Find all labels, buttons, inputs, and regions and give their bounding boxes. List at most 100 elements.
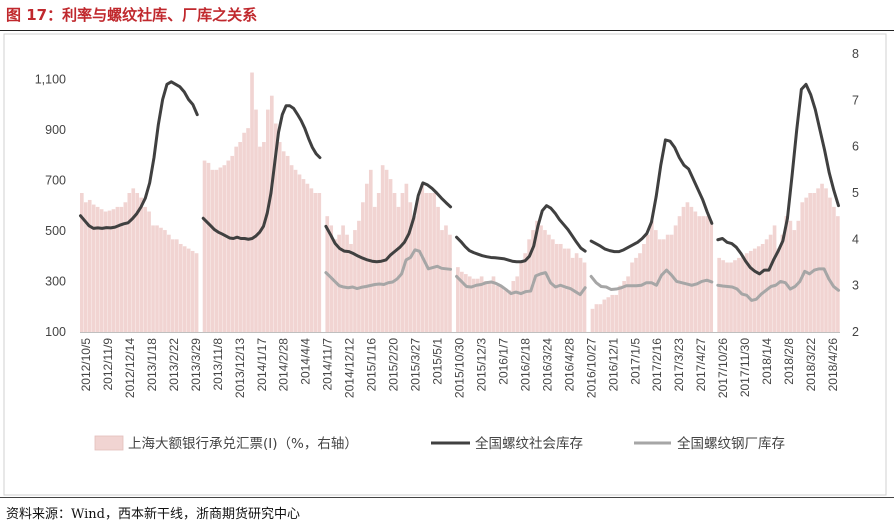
bar	[748, 250, 753, 332]
bar	[151, 225, 155, 332]
bar	[650, 220, 654, 332]
bar	[828, 197, 832, 332]
bar	[594, 304, 599, 332]
x-axis-tick: 2016/2/18	[518, 338, 532, 392]
x-axis-tick: 2014/11/7	[321, 338, 335, 391]
bar	[361, 202, 365, 332]
bar	[174, 239, 179, 332]
bar	[273, 123, 278, 332]
bar	[701, 216, 706, 332]
factory-inventory-line-3	[455, 271, 587, 297]
x-axis-tick: 2018/2/8	[782, 338, 796, 385]
bar	[543, 230, 547, 332]
bar	[155, 225, 159, 332]
source-rule	[0, 497, 894, 498]
bar	[784, 216, 789, 332]
bar	[392, 193, 397, 332]
bar	[281, 151, 286, 332]
x-axis-tick: 2018/3/22	[804, 338, 818, 392]
bar	[471, 278, 476, 332]
social-inventory-line-5	[716, 82, 840, 276]
right-axis-tick: 3	[852, 279, 859, 293]
bar	[167, 234, 171, 332]
bar	[341, 225, 345, 332]
bar	[800, 202, 805, 332]
bar	[190, 250, 195, 332]
social-inventory-line-2	[324, 181, 453, 264]
x-axis-tick: 2013/3/29	[189, 338, 203, 392]
bar	[590, 308, 595, 332]
source-note: 资料来源：Wind，西本新干线，浙商期货研究中心	[6, 507, 300, 522]
bar	[250, 72, 254, 332]
bar	[345, 234, 349, 332]
x-axis-tick: 2016/4/28	[562, 338, 576, 392]
bar	[80, 193, 84, 332]
x-axis-tick: 2013/11/8	[211, 338, 225, 391]
left-axis-tick: 700	[45, 173, 66, 187]
bar	[139, 197, 143, 332]
bar	[365, 183, 369, 332]
bar	[226, 160, 231, 332]
bar	[384, 169, 389, 332]
legend-swatch-bars	[94, 435, 124, 451]
bar	[408, 202, 413, 332]
bar	[804, 197, 809, 332]
bar	[171, 239, 175, 332]
bar	[681, 206, 686, 332]
left-axis-tick: 900	[45, 123, 66, 137]
bar	[737, 257, 741, 332]
bar	[630, 262, 634, 332]
bar	[487, 281, 492, 332]
x-axis-tick: 2016/1/7	[496, 338, 510, 385]
bar	[768, 234, 773, 332]
bar	[685, 202, 690, 332]
legend: 上海大额银行承兑汇票(Ⅰ)（%，右轴） 全国螺纹社会库存 全国螺纹钢厂库存	[94, 435, 785, 452]
bar	[163, 230, 167, 332]
x-axis-tick: 2016/10/27	[584, 338, 598, 398]
bar	[218, 167, 223, 332]
bar	[111, 209, 116, 332]
bar	[380, 165, 385, 332]
bar	[404, 183, 409, 332]
legend-label-social: 全国螺纹社会库存	[475, 435, 583, 452]
bar	[416, 197, 421, 332]
bar	[293, 169, 298, 332]
bar	[677, 216, 682, 332]
bar	[103, 211, 108, 332]
bar	[515, 276, 520, 332]
bar	[622, 281, 626, 332]
bar	[246, 128, 250, 332]
bar	[353, 230, 357, 332]
bar	[733, 260, 737, 332]
bar	[234, 146, 239, 332]
bar	[491, 276, 496, 332]
bar	[127, 193, 132, 332]
bar	[285, 155, 290, 332]
bar	[808, 193, 812, 332]
legend-label-factory: 全国螺纹钢厂库存	[677, 435, 785, 452]
x-axis-tick: 2018/4/26	[826, 338, 840, 392]
bar	[745, 253, 749, 332]
bar	[99, 209, 104, 332]
title-rule	[0, 30, 894, 31]
x-axis-tick: 2017/1/5	[628, 338, 642, 385]
bar	[412, 216, 417, 332]
bar	[824, 188, 828, 332]
bar	[159, 227, 163, 332]
figure-title: 图 17：利率与螺纹社库、厂库之关系	[6, 6, 258, 24]
bar	[463, 274, 468, 332]
bar	[115, 206, 120, 332]
bar	[428, 193, 432, 332]
bar	[214, 169, 219, 332]
bar	[258, 146, 262, 332]
bar	[721, 260, 725, 332]
bar	[479, 276, 484, 332]
bar	[614, 294, 619, 332]
axes-layer: 100 300 500 700 900 1,100 2 3 4 5 6 7 8 2012/10/5 2012…	[35, 47, 859, 398]
bar	[83, 202, 88, 332]
bar	[396, 206, 401, 332]
bar	[717, 257, 721, 332]
x-axis-tick: 2014/4/4	[299, 338, 313, 385]
social-inventory-line-3	[455, 204, 587, 264]
bar	[357, 220, 361, 332]
